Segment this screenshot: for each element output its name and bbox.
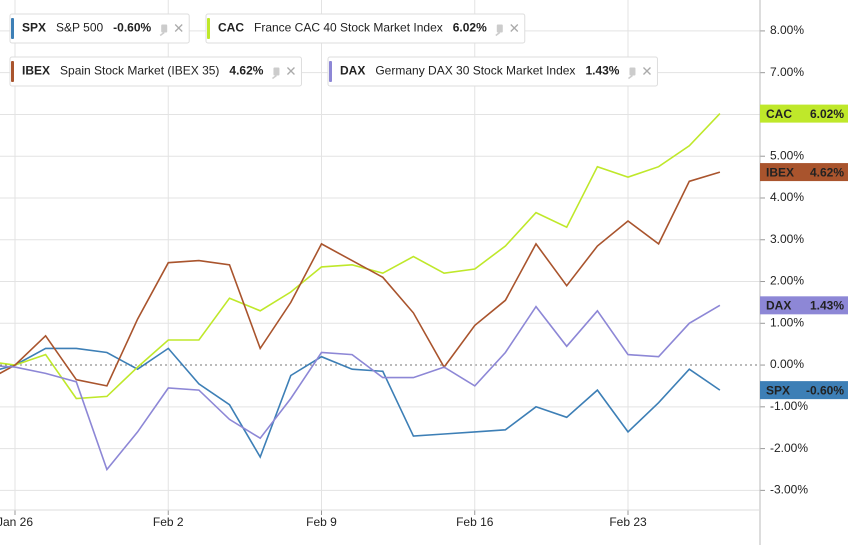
legend-description: France CAC 40 Stock Market Index [254, 21, 443, 35]
pin-icon [495, 31, 501, 37]
grid [0, 0, 760, 510]
value-tag-name: CAC [766, 107, 792, 121]
value-tag-label: 4.62% [810, 165, 844, 179]
legend-description: Germany DAX 30 Stock Market Index [375, 64, 575, 78]
legend: SPX S&P 500 -0.60% CAC France CAC 40 Stock M… [9, 13, 658, 87]
pin-icon [161, 24, 168, 33]
close-icon [174, 24, 183, 32]
value-tag-label: 1.43% [810, 299, 844, 313]
y-tick-label: 3.00% [770, 232, 804, 246]
series-line [0, 304, 721, 472]
y-tick-label: -2.00% [770, 441, 808, 455]
value-tag [760, 381, 848, 400]
x-tick-label: Feb 16 [456, 515, 494, 529]
legend-code: DAX [340, 64, 365, 78]
legend-code: CAC [218, 21, 244, 35]
pin-icon [273, 67, 280, 76]
y-tick-label: -3.00% [770, 483, 808, 497]
series-line [0, 347, 721, 459]
x-tick-label: Jan 26 [0, 515, 33, 529]
y-tick-label: 7.00% [770, 65, 804, 79]
legend-code: SPX [22, 21, 46, 35]
pin-icon [628, 74, 633, 80]
value-tag-name: IBEX [766, 165, 794, 179]
legend-code: IBEX [22, 64, 50, 78]
legend-value: 4.62% [229, 64, 263, 78]
x-tick-label: Feb 23 [609, 515, 647, 529]
close-icon [510, 24, 519, 32]
legend-item: DAX Germany DAX 30 Stock Market Index 1.43… [327, 56, 658, 87]
y-tick-label: -1.00% [770, 399, 808, 413]
legend-description: S&P 500 [56, 21, 103, 35]
legend-box[interactable] [205, 13, 526, 44]
legend-item: SPX S&P 500 -0.60% [9, 13, 190, 44]
legend-color [329, 61, 332, 82]
legend-value: 1.43% [585, 64, 619, 78]
legend-color [11, 18, 14, 39]
y-tick-label: 8.00% [770, 23, 804, 37]
pin-icon [629, 67, 636, 76]
value-tag [760, 104, 848, 123]
y-tick-label: 5.00% [770, 148, 804, 162]
legend-value: -0.60% [113, 21, 151, 35]
legend-box[interactable] [9, 13, 190, 44]
legend-color [11, 61, 14, 82]
close-icon [643, 67, 651, 75]
pin-icon [272, 74, 277, 80]
value-tag-name: SPX [766, 383, 790, 397]
plot [0, 113, 721, 472]
close-icon [286, 67, 295, 75]
pin-icon [496, 24, 503, 33]
legend-item: IBEX Spain Stock Market (IBEX 35) 4.62% [9, 56, 302, 87]
value-tag [760, 296, 848, 315]
value-tag [760, 163, 848, 182]
x-tick-label: Feb 2 [153, 515, 184, 529]
legend-value: 6.02% [453, 21, 487, 35]
series-line [0, 113, 721, 400]
y-tick-label: 1.00% [770, 315, 804, 329]
value-tag-label: 6.02% [810, 107, 844, 121]
legend-color [207, 18, 210, 39]
legend-description: Spain Stock Market (IBEX 35) [60, 64, 219, 78]
value-tag-name: DAX [766, 299, 791, 313]
y-tick-label: 2.00% [770, 274, 804, 288]
legend-box[interactable] [327, 56, 658, 87]
legend-item: CAC France CAC 40 Stock Market Index 6.02% [205, 13, 526, 44]
series-line [0, 171, 721, 387]
x-tick-label: Feb 9 [306, 515, 337, 529]
pin-icon [159, 31, 165, 37]
legend-box[interactable] [9, 56, 302, 87]
y-tick-label: 4.00% [770, 190, 804, 204]
value-tag-label: -0.60% [806, 383, 844, 397]
y-tick-label: 0.00% [770, 357, 804, 371]
